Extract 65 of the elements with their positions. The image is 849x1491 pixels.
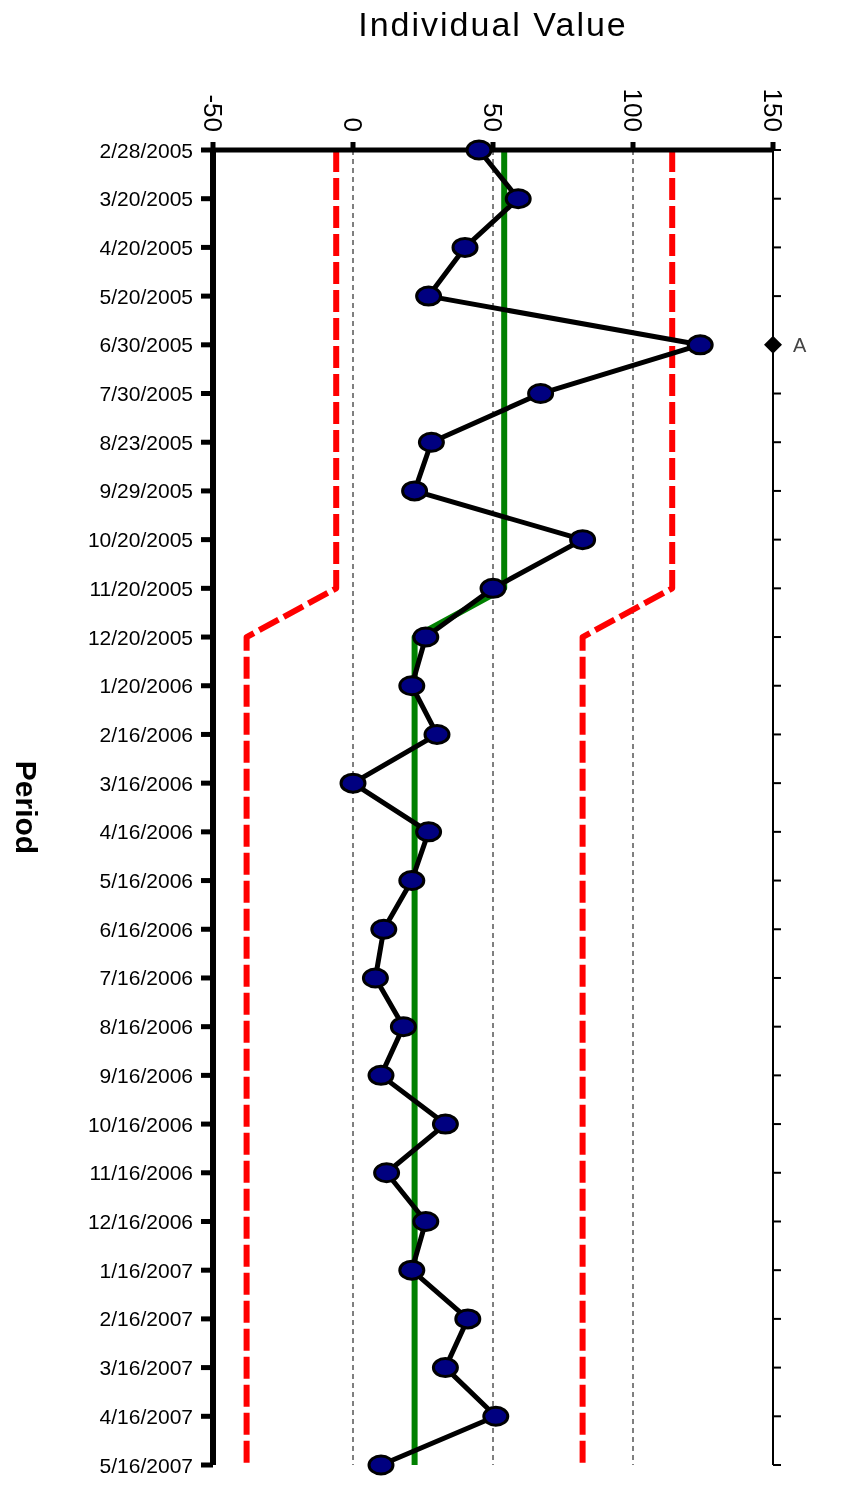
y-tick-label: 10/16/2006 bbox=[87, 1112, 193, 1136]
y-tick-label: 1/20/2006 bbox=[99, 674, 193, 698]
y-tick-label: 9/16/2006 bbox=[99, 1063, 193, 1087]
point bbox=[373, 1162, 401, 1184]
y-tick-label: 3/16/2007 bbox=[99, 1356, 193, 1380]
point bbox=[398, 870, 426, 892]
y-tick-label: 12/16/2006 bbox=[87, 1209, 193, 1233]
point bbox=[367, 1454, 395, 1476]
x-tick-label: 150 bbox=[758, 88, 788, 132]
point bbox=[389, 1016, 417, 1038]
point bbox=[454, 1308, 482, 1330]
point bbox=[569, 529, 597, 551]
point bbox=[412, 1210, 440, 1232]
point bbox=[370, 918, 398, 940]
y-tick-label: 1/16/2007 bbox=[99, 1258, 193, 1282]
y-axis-title: Period bbox=[9, 760, 43, 855]
y-tick-label: 5/16/2006 bbox=[99, 869, 193, 893]
point bbox=[527, 383, 555, 405]
point bbox=[504, 188, 532, 210]
point bbox=[451, 236, 479, 258]
y-tick-label: 6/16/2006 bbox=[99, 917, 193, 941]
x-tick-label: -50 bbox=[198, 94, 228, 132]
y-tick-label: 7/30/2005 bbox=[99, 382, 193, 406]
point bbox=[431, 1357, 459, 1379]
point bbox=[431, 1113, 459, 1135]
point bbox=[415, 821, 443, 843]
y-tick-label: 4/16/2006 bbox=[99, 820, 193, 844]
y-tick-label: 2/16/2006 bbox=[99, 722, 193, 746]
y-tick-label: 9/29/2005 bbox=[99, 479, 193, 503]
x-tick-label: 50 bbox=[478, 103, 508, 132]
point bbox=[417, 431, 445, 453]
point bbox=[415, 285, 443, 307]
y-tick-label: 11/20/2005 bbox=[89, 576, 193, 600]
point bbox=[361, 967, 389, 989]
y-tick-label: 5/20/2005 bbox=[99, 284, 193, 308]
y-tick-label: 3/20/2005 bbox=[99, 187, 193, 211]
x-tick-label: 0 bbox=[338, 117, 368, 132]
point bbox=[398, 1259, 426, 1281]
y-tick-label: 8/23/2005 bbox=[99, 430, 193, 454]
y-tick-label: 3/16/2006 bbox=[99, 771, 193, 795]
y-tick-label: 2/16/2007 bbox=[99, 1307, 193, 1331]
point bbox=[465, 139, 493, 161]
y-tick-label: 7/16/2006 bbox=[99, 966, 193, 990]
annotation: A bbox=[793, 333, 807, 356]
y-tick-label: 6/30/2005 bbox=[99, 333, 193, 357]
point bbox=[412, 626, 440, 648]
y-tick-label: 11/16/2006 bbox=[89, 1161, 193, 1185]
x-axis-title: Individual Value bbox=[358, 5, 628, 43]
point bbox=[686, 334, 714, 356]
point bbox=[423, 723, 451, 745]
point bbox=[482, 1405, 510, 1427]
y-tick-label: 4/16/2007 bbox=[99, 1404, 193, 1428]
point bbox=[479, 577, 507, 599]
y-tick-label: 12/20/2005 bbox=[87, 625, 193, 649]
y-tick-label: 8/16/2006 bbox=[99, 1015, 193, 1039]
point bbox=[339, 772, 367, 794]
y-tick-label: 5/16/2007 bbox=[99, 1453, 193, 1477]
point bbox=[401, 480, 429, 502]
x-tick-label: 100 bbox=[618, 88, 648, 132]
y-tick-label: 2/28/2005 bbox=[99, 138, 193, 162]
y-tick-label: 10/20/2005 bbox=[87, 528, 193, 552]
point bbox=[764, 335, 782, 354]
point bbox=[367, 1064, 395, 1086]
point bbox=[398, 675, 426, 697]
y-tick-label: 4/20/2005 bbox=[99, 235, 193, 259]
